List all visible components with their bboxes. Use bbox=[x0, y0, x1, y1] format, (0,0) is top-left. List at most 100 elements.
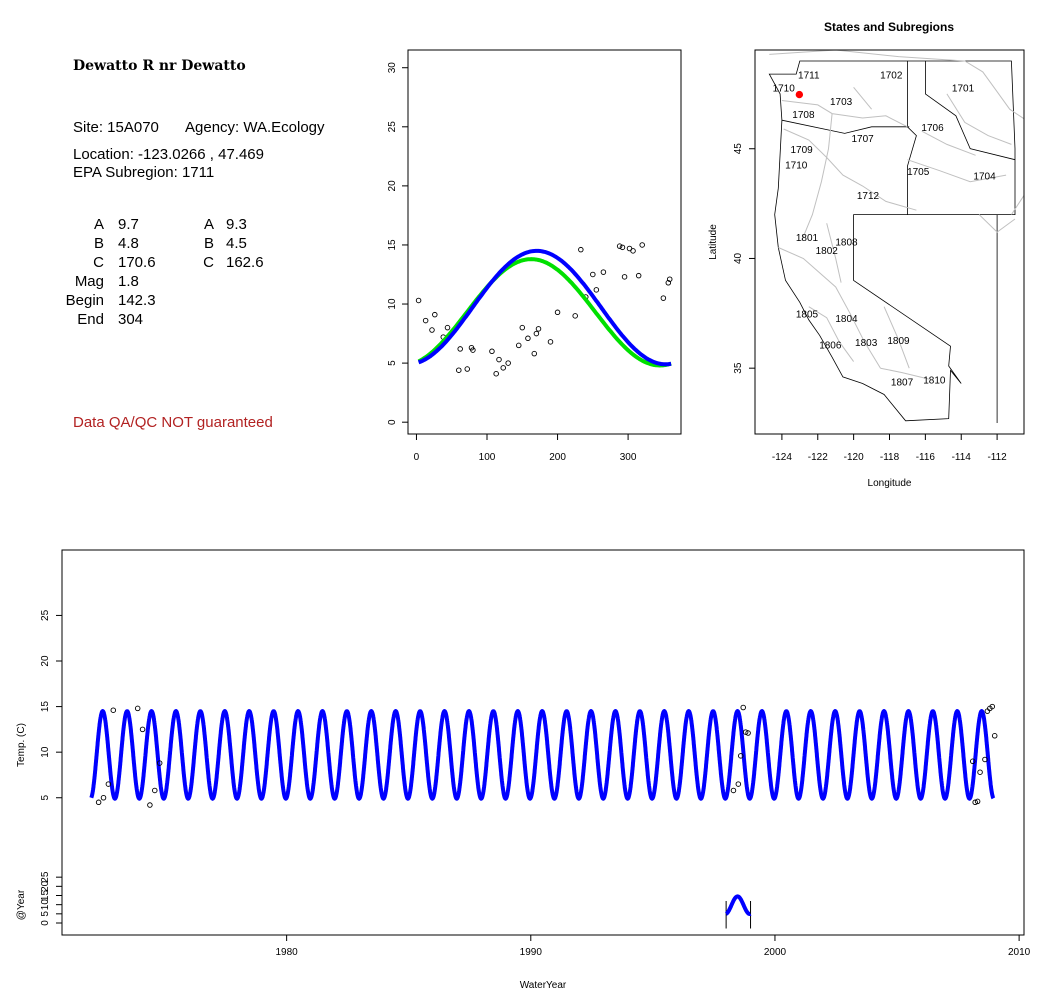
data-point bbox=[745, 730, 751, 736]
data-point bbox=[554, 309, 561, 316]
param-value: 170.6 bbox=[118, 254, 156, 271]
data-point bbox=[991, 733, 998, 739]
data-point bbox=[535, 326, 542, 332]
subregion-label: 1704 bbox=[973, 171, 996, 182]
y-tick-label: 5 bbox=[40, 795, 51, 801]
x-tick-label: 1990 bbox=[520, 947, 543, 958]
subregion-label: 1810 bbox=[923, 376, 946, 387]
param-value: 304 bbox=[118, 311, 144, 328]
param-label: A bbox=[93, 216, 104, 233]
y-tick-label: 40 bbox=[733, 252, 744, 264]
site-marker bbox=[795, 90, 804, 99]
y-tick-label: 25 bbox=[387, 121, 398, 133]
data-point bbox=[432, 311, 438, 318]
data-point bbox=[740, 704, 746, 711]
subregion-label: 1712 bbox=[857, 191, 880, 202]
y-tick-label: 5 bbox=[40, 911, 51, 917]
data-point bbox=[730, 787, 737, 794]
subregion-label: 1806 bbox=[819, 340, 842, 351]
y-tick-label: 15 bbox=[40, 890, 51, 902]
data-point bbox=[547, 339, 554, 345]
site-title: Dewatto R nr Dewatto bbox=[73, 58, 246, 74]
subregion-label: 1807 bbox=[891, 378, 914, 389]
data-point bbox=[630, 248, 636, 254]
subregion-border bbox=[778, 247, 881, 369]
data-point bbox=[456, 367, 462, 373]
fit-line bbox=[417, 248, 672, 367]
data-point bbox=[516, 342, 522, 349]
x-tick-label: 1980 bbox=[276, 947, 299, 958]
data-point bbox=[738, 753, 744, 759]
subregion-label: 1805 bbox=[796, 310, 819, 321]
data-point bbox=[977, 769, 983, 775]
param-label: Begin bbox=[65, 292, 104, 309]
subregion-label: 1702 bbox=[880, 71, 903, 82]
data-point bbox=[578, 246, 584, 253]
data-point bbox=[100, 794, 107, 801]
subregion-label: 1711 bbox=[798, 71, 820, 82]
y-tick-label: 20 bbox=[40, 880, 51, 892]
x-tick-label: 2010 bbox=[1008, 947, 1031, 958]
x-tick-label: -124 bbox=[772, 452, 792, 463]
y-tick-label: 25 bbox=[40, 871, 51, 883]
data-point bbox=[616, 243, 623, 249]
state-border bbox=[781, 119, 910, 134]
data-point bbox=[464, 366, 471, 372]
data-point bbox=[415, 297, 422, 304]
data-point bbox=[95, 799, 102, 806]
map-y-label: Latitude bbox=[708, 224, 719, 260]
subregion-border bbox=[921, 130, 976, 156]
data-point bbox=[139, 726, 146, 733]
subregion-label: 1706 bbox=[921, 123, 944, 134]
x-tick-label: 300 bbox=[620, 452, 637, 463]
subregion-label: 1703 bbox=[830, 97, 853, 108]
param-value: 142.3 bbox=[118, 292, 156, 309]
site-label: Site: 15A070 bbox=[73, 119, 159, 136]
data-point bbox=[974, 798, 981, 805]
param-value: 9.7 bbox=[118, 216, 139, 233]
region-outline bbox=[769, 50, 1024, 215]
subregion-border bbox=[907, 159, 1007, 183]
subregion-border bbox=[978, 214, 1016, 233]
data-point bbox=[572, 313, 578, 319]
y-tick-label: 0 bbox=[387, 419, 398, 425]
data-point bbox=[600, 269, 607, 275]
state-border bbox=[925, 61, 1016, 161]
param-label: Mag bbox=[74, 273, 104, 290]
data-point bbox=[470, 347, 476, 353]
y-tick-label: 20 bbox=[40, 655, 51, 667]
data-point bbox=[493, 370, 499, 377]
y-tick-label: 10 bbox=[40, 899, 51, 911]
subregion-label: 1802 bbox=[816, 246, 839, 257]
data-point bbox=[666, 276, 673, 282]
param-label-2: C bbox=[203, 254, 214, 271]
data-point bbox=[422, 317, 429, 324]
y-tick-label: 15 bbox=[387, 239, 398, 251]
subregion-label: 1809 bbox=[887, 336, 910, 347]
subregion-border bbox=[783, 128, 917, 211]
map-title: States and Subregions bbox=[824, 20, 954, 34]
data-point bbox=[105, 781, 112, 787]
y-tick-label: 30 bbox=[387, 62, 398, 74]
param-value-2: 162.6 bbox=[226, 254, 264, 271]
subregion-label: EPA Subregion: 1711 bbox=[73, 164, 215, 181]
param-label: End bbox=[77, 311, 104, 328]
subregion-border bbox=[853, 86, 872, 110]
data-point bbox=[531, 350, 538, 357]
data-point bbox=[742, 729, 749, 735]
timeseries-frame bbox=[61, 549, 1025, 936]
data-point bbox=[489, 348, 495, 355]
data-point bbox=[496, 356, 502, 363]
y-tick-label: 45 bbox=[733, 143, 744, 155]
subregion-label: 1701 bbox=[952, 84, 975, 95]
y-tick-label: 10 bbox=[40, 746, 51, 758]
subregion-label: 1708 bbox=[792, 110, 815, 121]
x-tick-label: -116 bbox=[916, 452, 936, 463]
map-x-label: Longitude bbox=[868, 478, 912, 489]
data-point bbox=[989, 703, 996, 710]
subregion-border bbox=[946, 93, 1012, 145]
param-value: 1.8 bbox=[118, 273, 139, 290]
x-tick-label: -120 bbox=[844, 452, 864, 463]
x-tick-label: -118 bbox=[880, 452, 900, 463]
data-point bbox=[152, 787, 158, 794]
